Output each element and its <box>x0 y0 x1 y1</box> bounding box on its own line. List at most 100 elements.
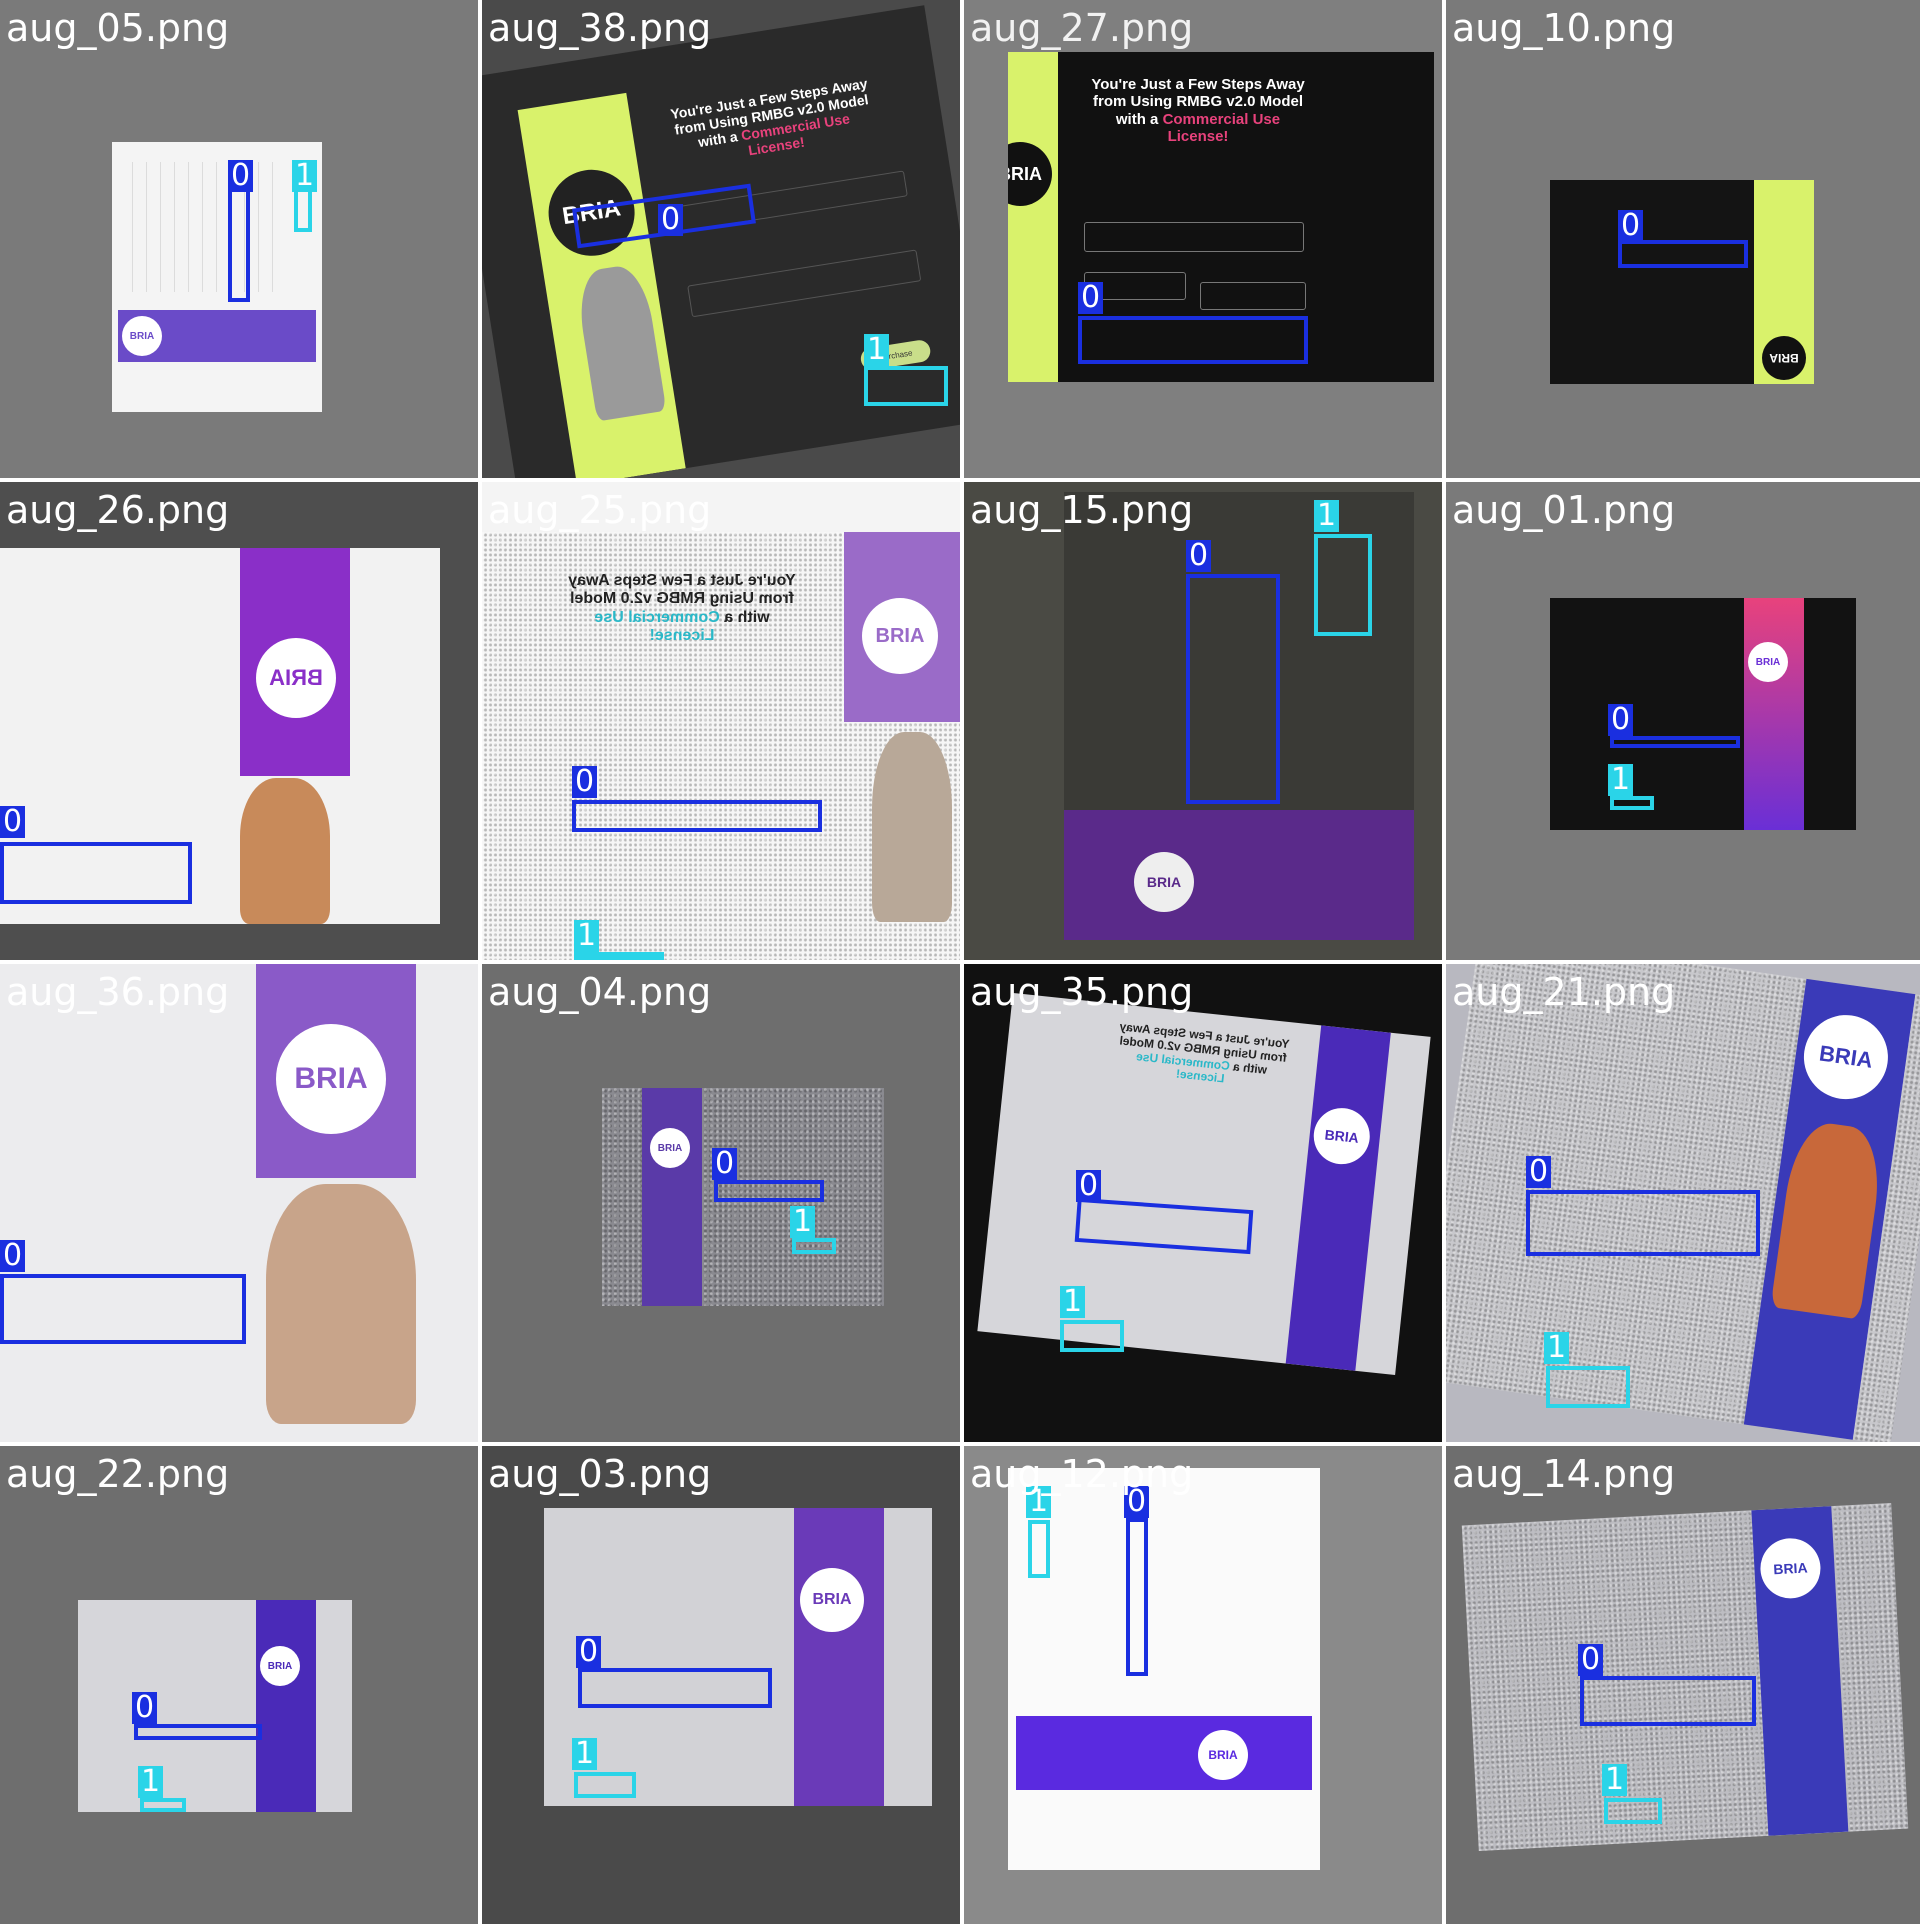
email-box-label: 0 <box>0 806 26 838</box>
tile-aug-36: BRIA 0 aug_36.png <box>0 964 478 1442</box>
email-box-label: 0 <box>1578 1644 1604 1676</box>
tile-label: aug_05.png <box>6 6 230 50</box>
form-title: You're Just a Few Steps Away from Using R… <box>1091 76 1305 145</box>
lime-panel <box>1008 52 1058 382</box>
form-screenshot: BRIA <box>544 1508 932 1806</box>
purchase-box-label: 1 <box>292 160 318 192</box>
last-name-input[interactable] <box>1200 282 1306 310</box>
tile-label: aug_21.png <box>1452 970 1676 1014</box>
tile-aug-10: BRIA 0 aug_10.png <box>1446 0 1920 478</box>
purchase-box-label: 1 <box>1602 1764 1628 1796</box>
email-box-label: 0 <box>1186 540 1212 572</box>
tile-label: aug_14.png <box>1452 1452 1676 1496</box>
form-title: You're Just a Few Steps Away from Using R… <box>568 572 796 645</box>
email-box-label: 0 <box>1124 1486 1150 1518</box>
purchase-button-box <box>792 1238 836 1254</box>
purchase-button-box <box>1546 1366 1630 1408</box>
purchase-box-label: 1 <box>1544 1332 1570 1364</box>
form-screenshot: BRIA <box>1550 180 1814 384</box>
purchase-box-label: 1 <box>1608 764 1634 796</box>
bria-logo: BRIA <box>260 1646 300 1686</box>
email-field-box <box>578 1668 772 1708</box>
tile-aug-22: BRIA 0 1 aug_22.png <box>0 1446 478 1924</box>
model-figure <box>240 778 330 924</box>
bria-logo: BRIA <box>276 1024 386 1134</box>
purchase-button-box <box>574 952 664 960</box>
email-box-label: 0 <box>576 1636 602 1668</box>
purple-strip <box>1016 1716 1312 1790</box>
tile-aug-05: BRIA 0 1 aug_05.png <box>0 0 478 478</box>
tile-label: aug_26.png <box>6 488 230 532</box>
gradient-panel <box>1744 598 1804 830</box>
tile-aug-38: BRIA You're Just a Few Steps Away from Us… <box>482 0 960 478</box>
form-text-column <box>132 162 282 292</box>
purple-panel <box>794 1508 884 1806</box>
tile-aug-15: BRIA 0 1 aug_15.png <box>964 482 1442 960</box>
tile-aug-21: BRIA 0 1 aug_21.png <box>1446 964 1920 1442</box>
email-field-box <box>0 842 192 904</box>
form-screenshot: BRIA <box>78 1600 352 1812</box>
purchase-button-box <box>1314 534 1372 636</box>
tile-aug-12: BRIA 0 1 aug_12.png <box>964 1446 1442 1924</box>
email-field-box <box>1186 574 1280 804</box>
email-box-label: 0 <box>132 1692 158 1724</box>
purchase-box-label: 1 <box>1060 1286 1086 1318</box>
tile-label: aug_22.png <box>6 1452 230 1496</box>
tile-label: aug_25.png <box>488 488 712 532</box>
tile-label: aug_04.png <box>488 970 712 1014</box>
email-field-box <box>1580 1676 1756 1726</box>
tile-aug-04: BRIA 0 1 aug_04.png <box>482 964 960 1442</box>
email-box-label: 0 <box>572 766 598 798</box>
tile-label: aug_12.png <box>970 1452 1194 1496</box>
purchase-box-label: 1 <box>1026 1486 1052 1518</box>
tile-aug-35: BRIA You're Just a Few Steps Away from Us… <box>964 964 1442 1442</box>
email-field-box <box>1610 736 1740 748</box>
license-select[interactable] <box>1084 222 1304 252</box>
email-field-box <box>714 1180 824 1202</box>
purple-panel <box>256 1600 316 1812</box>
email-field-box <box>1526 1190 1760 1256</box>
email-field-box <box>1078 316 1308 364</box>
email-box-label: 0 <box>658 204 684 236</box>
email-box-label: 0 <box>228 160 254 192</box>
model-figure <box>266 1184 416 1424</box>
email-box-label: 0 <box>0 1240 26 1272</box>
purchase-box-label: 1 <box>1314 500 1340 532</box>
purchase-button-box <box>574 1772 636 1798</box>
email-input[interactable] <box>687 249 922 318</box>
form-title: You're Just a Few Steps Away from Using R… <box>669 75 870 159</box>
tile-aug-14: BRIA 0 1 aug_14.png <box>1446 1446 1920 1924</box>
model-figure <box>872 732 952 922</box>
tile-label: aug_10.png <box>1452 6 1676 50</box>
purchase-box-label: 1 <box>790 1206 816 1238</box>
purchase-button-box <box>1028 1520 1050 1578</box>
tile-label: aug_15.png <box>970 488 1194 532</box>
email-field-box <box>134 1724 262 1740</box>
email-field-box <box>1126 1518 1148 1676</box>
tile-label: aug_01.png <box>1452 488 1676 532</box>
email-box-label: 0 <box>1608 704 1634 736</box>
purchase-button-box <box>140 1798 186 1812</box>
purchase-button-box <box>864 366 948 406</box>
form-screenshot: BRIA <box>602 1088 884 1306</box>
tile-label: aug_03.png <box>488 1452 712 1496</box>
email-box-label: 0 <box>712 1148 738 1180</box>
bria-logo: BRIA <box>1748 642 1788 682</box>
bria-logo: BRIA <box>122 316 162 356</box>
tile-label: aug_36.png <box>6 970 230 1014</box>
form-screenshot: BRIA <box>0 964 478 1442</box>
bria-logo: BRIA <box>800 1568 864 1632</box>
purple-panel <box>642 1088 702 1306</box>
tile-aug-03: BRIA 0 1 aug_03.png <box>482 1446 960 1924</box>
email-box-label: 0 <box>1076 1170 1102 1202</box>
form-title: You're Just a Few Steps Away from Using R… <box>1118 1019 1291 1086</box>
bria-logo: BRIA <box>1762 336 1806 380</box>
bria-logo: BRIA <box>1198 1730 1248 1780</box>
form-screenshot: BRIA <box>1064 492 1414 940</box>
purchase-box-label: 1 <box>572 1738 598 1770</box>
purchase-button-box <box>1604 1798 1662 1824</box>
bria-logo: BRIA <box>650 1128 690 1168</box>
